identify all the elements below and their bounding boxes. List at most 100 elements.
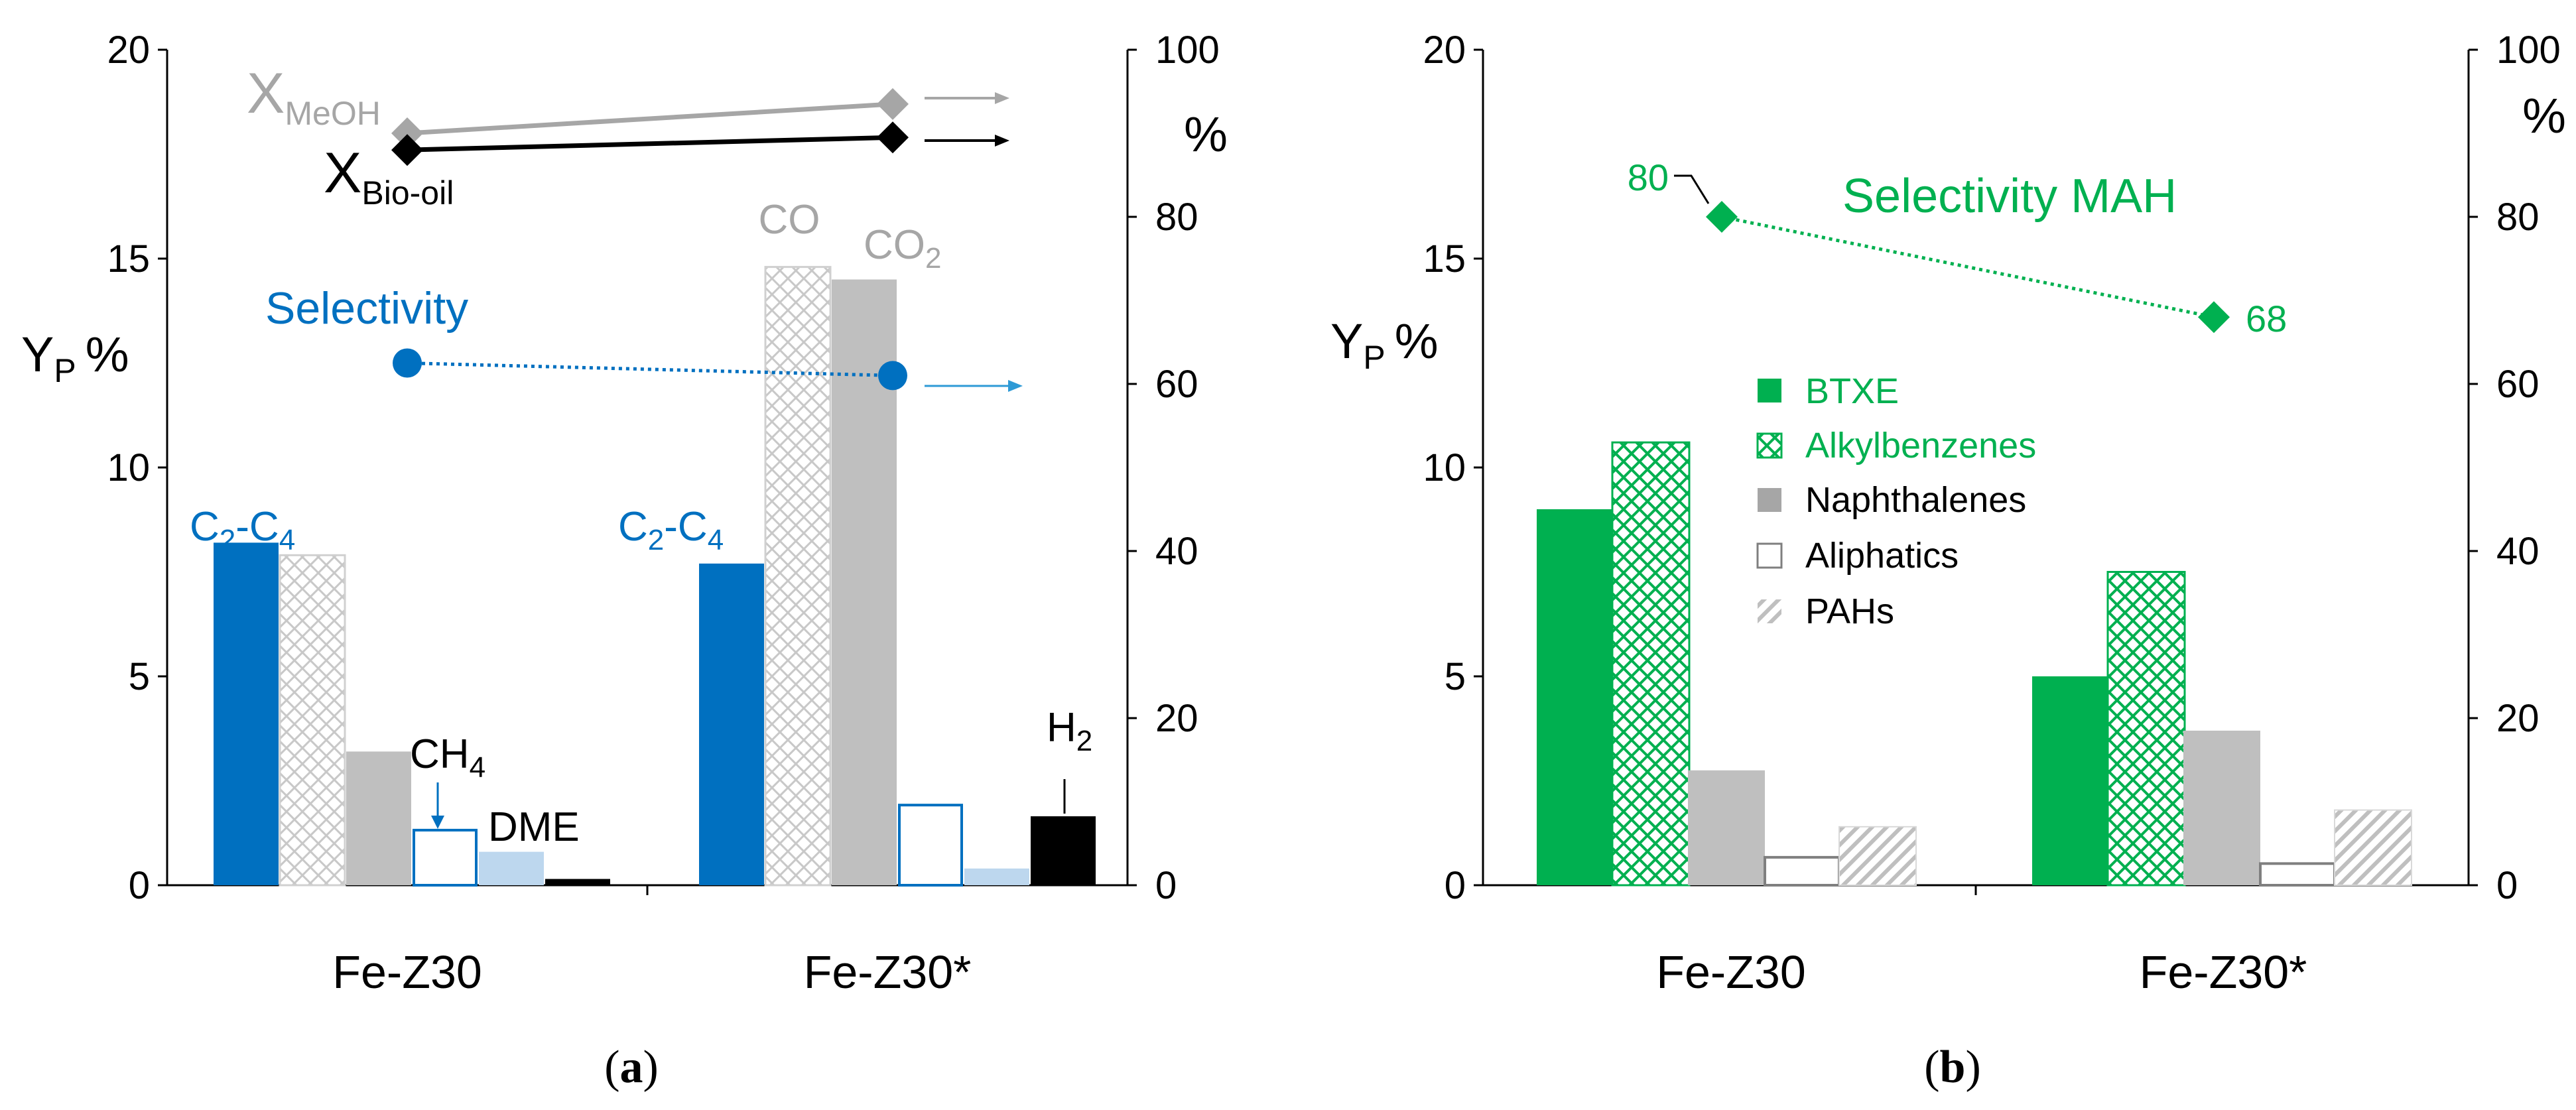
line-selectivity <box>407 361 893 377</box>
panel-b: 0 5 10 15 20 0 20 40 60 80 100 80 68 YP% % Fe-Z30 F… <box>1330 29 2566 1093</box>
bar-co <box>764 266 832 887</box>
bar-co <box>279 554 346 887</box>
point-selectivity-mah <box>2198 301 2230 334</box>
bar-c2-c4 <box>214 542 279 885</box>
co-label: CO <box>759 197 820 243</box>
bar-alkylbenzenes <box>2106 571 2186 887</box>
left-axis-tick-label: 10 <box>107 446 150 489</box>
data-label-selectivity-mah: 68 <box>2246 298 2287 339</box>
legend-label-pahs: PAHs <box>1805 591 1894 631</box>
legend-label-alkylbenzenes: Alkylbenzenes <box>1805 426 2036 465</box>
point-xbio-oil <box>391 134 423 166</box>
ch4-label: CH4 <box>410 731 485 784</box>
panel-a-category-label: Fe-Z30* <box>804 946 972 998</box>
c2c4-label: C2-C4 <box>618 504 724 556</box>
selectivity-mah-label: Selectivity MAH <box>1842 170 2177 223</box>
left-axis-tick-label: 20 <box>1423 29 1466 72</box>
selectivity-label: Selectivity <box>265 283 468 334</box>
panel-a: 0 5 10 15 20 0 20 40 60 80 100 YP% % Fe-Z30 Fe-Z30… <box>21 29 1228 1093</box>
panel-b-right-axis-title: % <box>2522 88 2566 143</box>
bar-naphthalenes <box>2183 730 2260 885</box>
right-axis-tick-label: 60 <box>1155 363 1198 406</box>
left-axis-tick-label: 10 <box>1423 446 1466 489</box>
panel-a-caption: (a) <box>604 1042 659 1093</box>
left-axis-tick-label: 20 <box>107 29 150 72</box>
bar-dme <box>479 851 544 885</box>
left-axis-tick-label: 5 <box>1445 655 1466 698</box>
bar-btxe <box>2032 676 2109 885</box>
panel-b-ticks: 0 5 10 15 20 0 20 40 60 80 100 <box>1423 29 2560 907</box>
point-xbio-oil <box>877 121 909 154</box>
panel-b-left-axis-title: YP% <box>1330 314 1439 376</box>
bar-ch4 <box>413 828 478 887</box>
point-xmeoh <box>391 117 423 149</box>
bar-alkylbenzenes <box>1611 441 1691 887</box>
bar-dme <box>964 868 1029 885</box>
right-axis-tick-label: 40 <box>2496 530 2540 573</box>
bar-pahs <box>2334 809 2412 886</box>
panel-a-bars <box>214 266 1096 887</box>
left-axis-tick-label: 5 <box>129 655 150 698</box>
bar-c2-c4 <box>699 563 764 885</box>
panel-b-category-label: Fe-Z30 <box>1656 946 1806 998</box>
legend-swatch-alkylbenzenes <box>1756 432 1783 459</box>
legend-label-btxe: BTXE <box>1805 371 1899 411</box>
xmeoh-label: XMeOH <box>247 62 381 132</box>
c2c4-label: C2-C4 <box>190 504 295 556</box>
h2-label: H2 <box>1047 705 1092 757</box>
right-axis-tick-label: 60 <box>2496 363 2540 406</box>
legend-label-aliphatics: Aliphatics <box>1805 536 1959 576</box>
bar-aliphatics <box>1764 855 1840 887</box>
dme-label: DME <box>488 804 580 850</box>
bar-ch4 <box>898 804 963 887</box>
right-axis-tick-label: 80 <box>1155 196 1198 239</box>
data-label-selectivity-mah: 80 <box>1628 156 1669 198</box>
left-axis-tick-label: 15 <box>1423 237 1466 280</box>
right-axis-tick-label: 0 <box>1155 864 1177 907</box>
legend-swatch-naphthalenes <box>1758 488 1781 512</box>
xbio-oil-label: XBio-oil <box>324 141 454 212</box>
bar-naphthalenes <box>1688 770 1765 885</box>
right-axis-tick-label: 0 <box>2496 864 2518 907</box>
bar-pahs <box>1838 826 1917 887</box>
legend-swatch-pahs <box>1758 599 1781 623</box>
ch4-arrow <box>431 782 444 829</box>
left-axis-tick-label: 0 <box>129 864 150 907</box>
right-axis-tick-label: 20 <box>1155 697 1198 740</box>
right-axis-tick-label: 100 <box>2496 29 2561 72</box>
co2-label: CO2 <box>864 222 941 275</box>
panel-a-lines <box>391 88 909 391</box>
panel-b-category-label: Fe-Z30* <box>2140 946 2307 998</box>
right-axis-arrows <box>925 92 1023 392</box>
left-axis-tick-label: 0 <box>1445 864 1466 907</box>
right-axis-tick-label: 20 <box>2496 697 2540 740</box>
point-xmeoh <box>877 88 909 120</box>
panel-b-legend: BTXE Alkylbenzenes Naphthalenes Aliphati… <box>1756 371 2036 631</box>
bar-co2 <box>346 751 411 885</box>
right-axis-tick-label: 80 <box>2496 196 2540 239</box>
bar-btxe <box>1537 509 1614 885</box>
point-selectivity <box>393 348 422 378</box>
panel-b-bars <box>1537 441 2412 887</box>
bar-h2 <box>1031 816 1096 885</box>
line-xmeoh <box>407 101 893 136</box>
line-selectivity-mah <box>1721 215 2215 319</box>
panel-a-right-axis-title: % <box>1184 107 1228 162</box>
right-axis-tick-label: 100 <box>1155 29 1220 72</box>
point-selectivity-mah <box>1706 201 1738 233</box>
data-label-leader <box>1674 174 1710 204</box>
legend-swatch-btxe <box>1758 379 1781 402</box>
bar-h2 <box>545 879 610 885</box>
legend-swatch-aliphatics <box>1756 542 1783 569</box>
panel-a-category-label: Fe-Z30 <box>332 946 482 998</box>
legend-label-naphthalenes: Naphthalenes <box>1805 480 2026 520</box>
point-selectivity <box>878 361 907 391</box>
bar-aliphatics <box>2259 862 2336 887</box>
right-axis-tick-label: 40 <box>1155 530 1198 573</box>
panel-a-ticks: 0 5 10 15 20 0 20 40 60 80 100 <box>107 29 1219 907</box>
panel-b-lines: 80 68 <box>1628 156 2287 339</box>
line-xbio-oil <box>407 135 893 153</box>
left-axis-tick-label: 15 <box>107 237 150 280</box>
panel-b-caption: (b) <box>1924 1042 1981 1093</box>
